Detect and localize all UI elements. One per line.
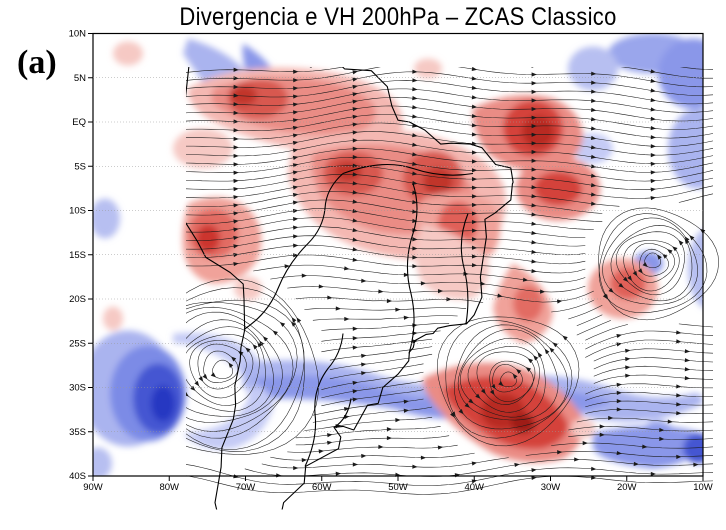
svg-text:5N: 5N (74, 73, 86, 84)
svg-text:60W: 60W (312, 482, 332, 493)
svg-text:10S: 10S (69, 206, 86, 217)
svg-text:50W: 50W (388, 482, 408, 493)
svg-text:25S: 25S (69, 338, 86, 349)
svg-text:90W: 90W (83, 482, 103, 493)
svg-text:70W: 70W (236, 482, 256, 493)
svg-text:20S: 20S (69, 294, 86, 305)
svg-text:80W: 80W (159, 482, 179, 493)
svg-text:20W: 20W (617, 482, 637, 493)
svg-text:35S: 35S (69, 427, 86, 438)
svg-text:40W: 40W (464, 482, 484, 493)
svg-text:10W: 10W (693, 482, 713, 493)
svg-text:5S: 5S (74, 161, 86, 172)
svg-text:30W: 30W (541, 482, 561, 493)
svg-text:15S: 15S (69, 250, 86, 261)
svg-text:40S: 40S (69, 471, 86, 482)
svg-text:30S: 30S (69, 383, 86, 394)
svg-text:EQ: EQ (72, 117, 86, 128)
